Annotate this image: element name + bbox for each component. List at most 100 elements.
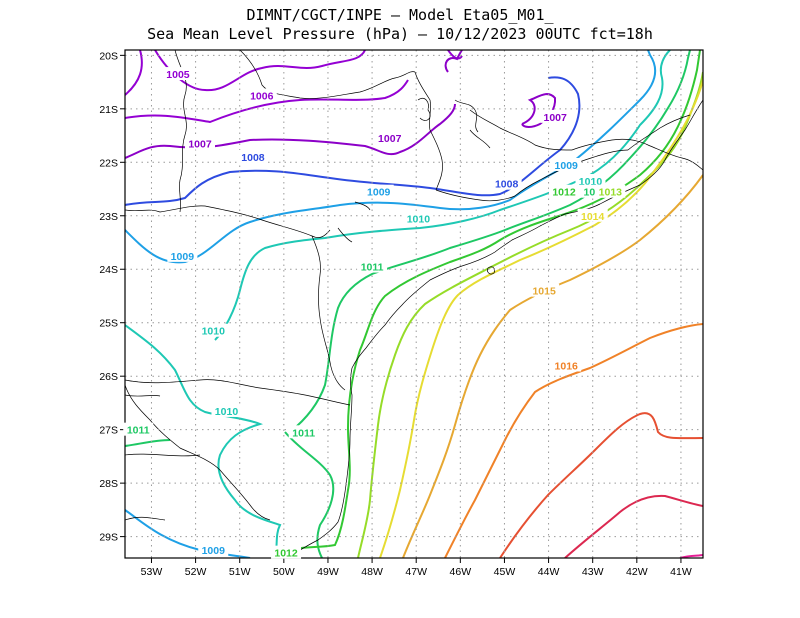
isobar-label-bg — [288, 425, 319, 439]
lat-tick-label: 29S — [99, 532, 118, 544]
lon-tick-label: 47W — [405, 566, 427, 578]
isobar-label-1009: 1009 — [367, 187, 391, 199]
isobar-label-1013: 1013 — [599, 187, 623, 199]
isobar-1017 — [499, 412, 703, 558]
isobar-label-bg — [198, 542, 229, 556]
isobar-1015 — [402, 174, 703, 558]
isobar-label-bg — [577, 208, 608, 222]
state-border — [125, 205, 331, 238]
isobar-label-bg — [575, 174, 606, 188]
isobar-label-1011: 1011 — [127, 425, 150, 437]
isobar-label-1010: 1010 — [215, 406, 239, 418]
isobar-label-bg — [162, 67, 193, 81]
lat-tick-label: 25S — [99, 318, 118, 330]
lat-tick-label: 24S — [99, 264, 118, 276]
lon-tick-label: 53W — [141, 566, 163, 578]
lon-tick-label: 51W — [229, 566, 251, 578]
isobar-label-1012: 1012 — [274, 548, 298, 560]
map-frame — [124, 49, 704, 559]
isobar-label-1009: 1009 — [555, 160, 579, 172]
lon-tick-label: 50W — [273, 566, 295, 578]
isobar-1011 — [125, 439, 171, 447]
isobar-label-1007: 1007 — [188, 139, 212, 151]
isobar-1013 — [357, 71, 703, 558]
isobar-lines — [125, 50, 703, 558]
isobar-label-1010: 1010 — [202, 326, 226, 338]
isobar-label-1008: 1008 — [495, 179, 519, 191]
lat-tick-label: 27S — [99, 425, 118, 437]
isobar-1019 — [679, 554, 703, 558]
lat-tick-label: 21S — [99, 104, 118, 116]
isobar-label-bg — [374, 131, 405, 145]
state-border — [125, 384, 271, 521]
state-border — [174, 50, 187, 213]
isobar-label-1009: 1009 — [202, 545, 226, 557]
grid — [125, 50, 703, 558]
isobar-label-1011: 1011 — [361, 262, 384, 274]
isobar-labels: 1005 1006 1007 1007 1007 1008 1008 1009 1009 1009… — [123, 67, 626, 560]
isobar-label-bg — [540, 109, 571, 123]
isobar-label-bg — [363, 184, 394, 198]
state-border — [647, 144, 703, 171]
isobar-1008 — [125, 76, 581, 206]
isobar-label-bg — [123, 422, 154, 436]
isobar-1018 — [564, 494, 703, 558]
isobar-label-bg — [185, 136, 216, 150]
isobar-label-bg — [551, 358, 582, 372]
isobar-label-1008: 1008 — [241, 152, 265, 164]
map-axes: 53W 52W 51W 50W 49W 48W 47W 46W 45W 44W 43W 42W 41W 2… — [99, 50, 692, 578]
isobar-label-bg — [491, 176, 522, 190]
lat-tick-label: 22S — [99, 157, 118, 169]
isobar-label-bg — [167, 248, 198, 262]
lat-tick-label: 28S — [99, 478, 118, 490]
isobar-1007 — [125, 103, 456, 159]
lon-tick-label: 42W — [626, 566, 648, 578]
isobar-1011 — [289, 50, 691, 433]
isobar-1009 — [125, 50, 657, 264]
isobar-label-1007: 1007 — [544, 112, 568, 124]
isobar-label-1014: 1014 — [581, 211, 605, 223]
isobar-label-1005: 1005 — [166, 69, 190, 81]
isobar-label-bg — [211, 403, 242, 417]
isobar-label-bg — [529, 283, 560, 297]
lat-tick-label: 20S — [99, 50, 118, 62]
isobar-1005 — [125, 50, 143, 96]
isobar-1010 — [125, 324, 282, 558]
isobar-label-bg — [595, 184, 626, 198]
lon-tick-label: 43W — [582, 566, 604, 578]
isobar-label-bg — [357, 259, 388, 273]
isobar-label-1007: 1007 — [378, 133, 402, 145]
lon-tick-label: 48W — [361, 566, 383, 578]
isobar-label-bg — [549, 184, 580, 198]
state-border — [571, 138, 649, 151]
isobar-1014 — [379, 74, 703, 558]
isobar-label-1006: 1006 — [250, 90, 274, 102]
lon-tick-label: 45W — [494, 566, 516, 578]
state-border — [239, 50, 416, 99]
isobar-1006 — [125, 79, 409, 124]
isobar-1007 — [444, 50, 463, 73]
isobar-label-1012: 1012 — [552, 187, 576, 199]
state-border — [627, 114, 691, 151]
isobar-1012 — [289, 50, 701, 551]
isobar-label-bg — [403, 211, 434, 225]
map-title-line2: Sea Mean Level Pressure (hPa) – 10/12/20… — [147, 25, 653, 43]
isobar-label-bg — [198, 323, 229, 337]
state-border — [435, 189, 516, 202]
coastline — [287, 99, 703, 558]
isobar-label-1010: 1010 — [407, 213, 431, 225]
lon-tick-label: 44W — [538, 566, 560, 578]
state-border — [414, 71, 443, 191]
state-border — [125, 453, 201, 457]
isobar-1005 — [154, 50, 366, 92]
isobar-label-bg — [237, 149, 268, 163]
lon-tick-label: 52W — [185, 566, 207, 578]
lon-tick-label: 41W — [670, 566, 692, 578]
isobar-1016 — [444, 323, 703, 558]
isobar-label-1016: 1016 — [555, 360, 579, 372]
state-border — [125, 379, 351, 406]
isobar-label-1009: 1009 — [171, 251, 195, 263]
state-border — [311, 235, 346, 391]
lat-tick-label: 26S — [99, 371, 118, 383]
